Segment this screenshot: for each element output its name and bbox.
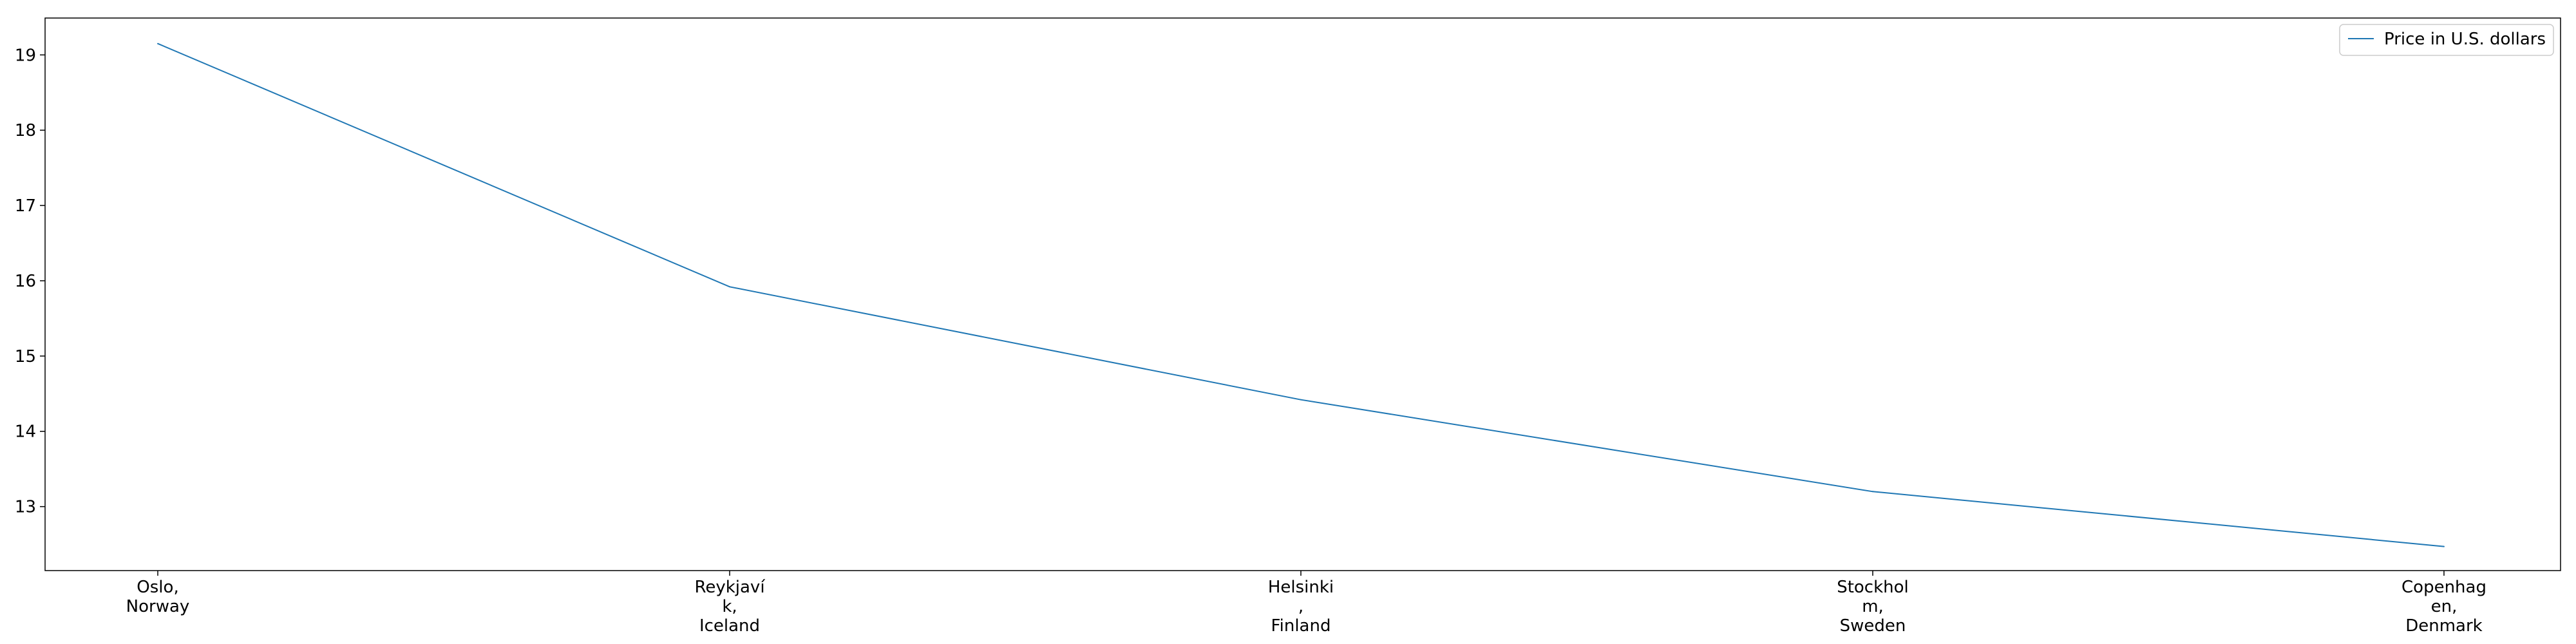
legend-frame — [2339, 24, 2554, 56]
series-layer — [157, 43, 2445, 547]
legend: Price in U.S. dollars — [2339, 24, 2554, 56]
data-point — [729, 286, 730, 288]
legend-label: Price in U.S. dollars — [2384, 30, 2546, 49]
y-tick-label: 16 — [15, 272, 36, 291]
data-point — [2443, 545, 2445, 547]
y-tick-label: 15 — [15, 347, 36, 366]
y-tick-label: 18 — [15, 121, 36, 140]
plot-area — [44, 17, 2561, 571]
y-tick-label: 19 — [15, 46, 36, 65]
y-axis-ticks: 13 14 15 16 17 18 19 — [15, 46, 45, 517]
y-tick-label: 17 — [15, 196, 36, 216]
x-tick-label: Reykjaví k, Iceland — [694, 578, 765, 636]
x-tick-label: Oslo, Norway — [126, 578, 190, 616]
x-tick-label: Stockhol m, Sweden — [1837, 578, 1909, 636]
data-point — [1872, 491, 1873, 493]
y-tick-label: 14 — [15, 422, 36, 442]
data-point — [157, 43, 158, 44]
y-tick-label: 13 — [15, 498, 36, 517]
x-axis-ticks: Oslo, Norway Reykjaví k, Iceland Helsinki, Fin… — [126, 571, 2486, 636]
x-tick-label: Helsinki, Finland — [1268, 578, 1334, 636]
x-tick-label: Copenhag en, Denmark — [2401, 578, 2486, 636]
data-point — [1300, 399, 1302, 401]
